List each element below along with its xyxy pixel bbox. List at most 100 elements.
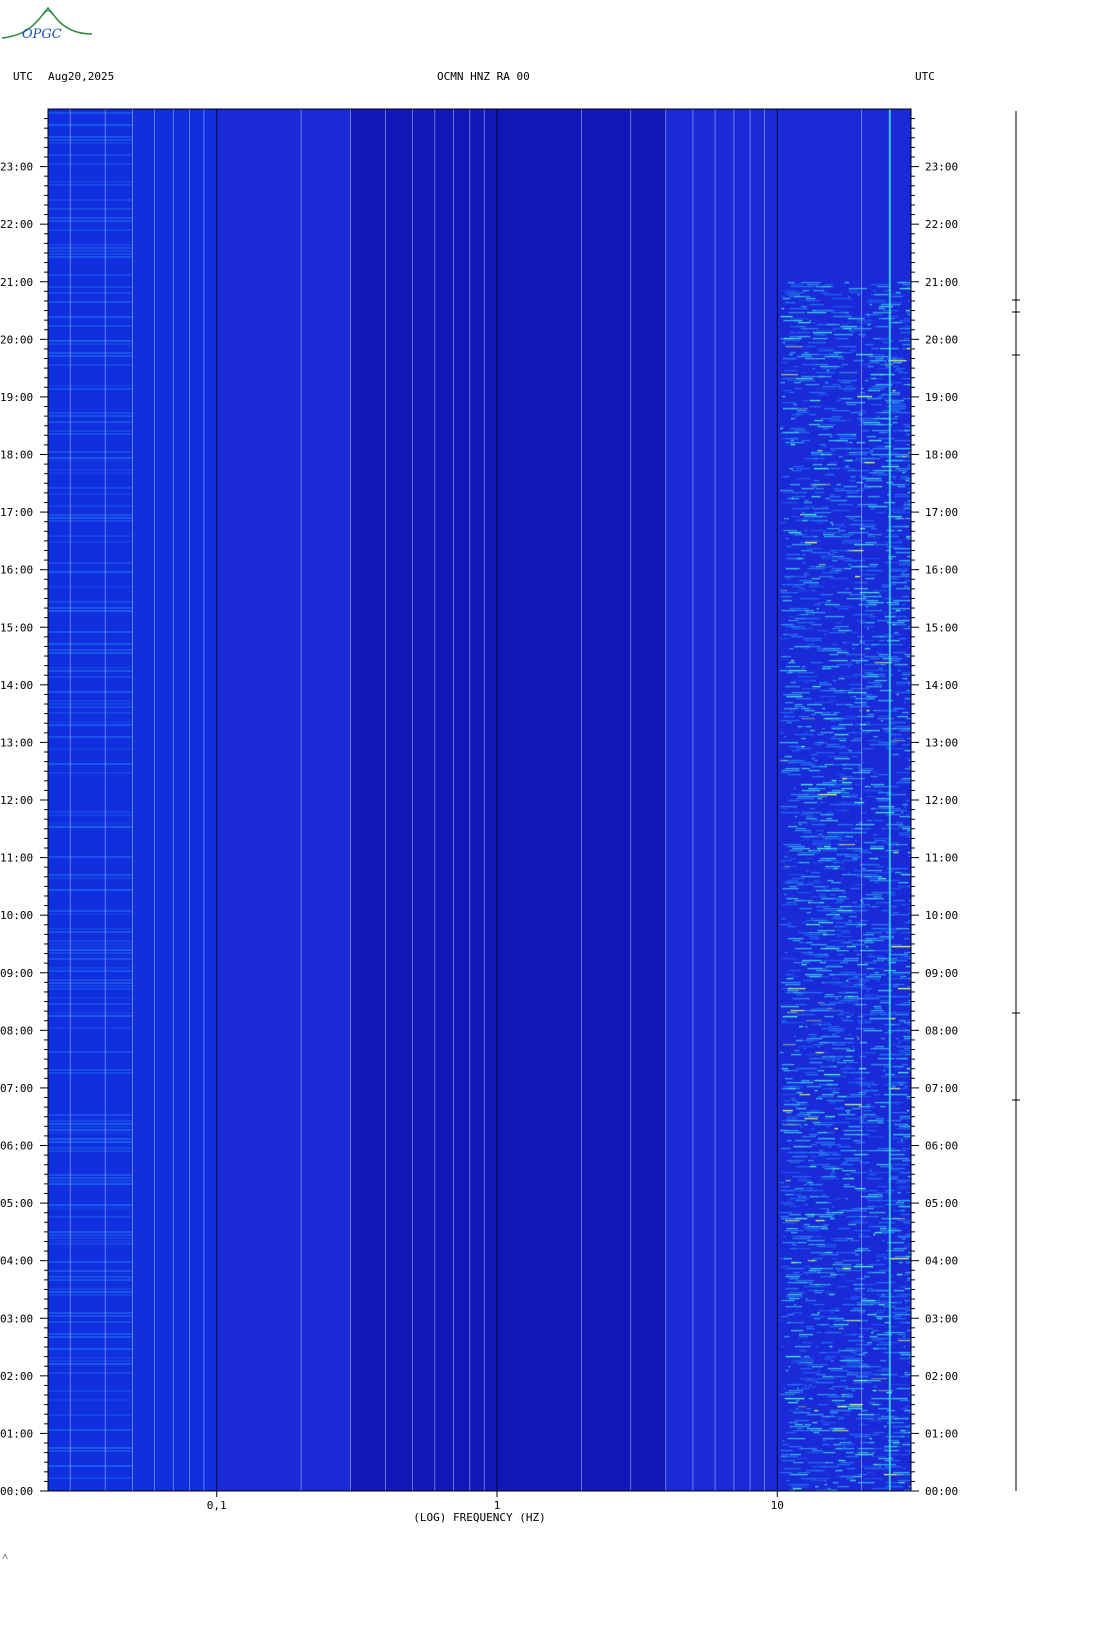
energy-speck	[865, 1417, 875, 1420]
energy-speck	[809, 679, 816, 682]
energy-speck	[838, 779, 846, 782]
energy-speck	[811, 713, 814, 716]
energy-speck	[822, 1035, 841, 1038]
energy-speck	[815, 329, 836, 332]
energy-speck	[867, 365, 874, 368]
energy-speck	[838, 549, 846, 552]
y-tick-label-left: 01:00	[0, 1427, 33, 1440]
energy-speck	[827, 1317, 844, 1320]
energy-speck	[874, 839, 887, 842]
energy-speck	[815, 487, 825, 490]
energy-speck	[869, 303, 873, 306]
energy-speck	[793, 991, 806, 994]
energy-speck	[796, 1091, 803, 1094]
y-tick-label-left: 00:00	[0, 1485, 33, 1498]
energy-speck	[866, 1271, 873, 1274]
texture-stripe	[48, 586, 133, 588]
energy-speck	[891, 607, 910, 610]
energy-speck	[845, 1393, 854, 1396]
energy-speck	[886, 357, 904, 360]
energy-speck	[858, 487, 872, 490]
energy-speck	[791, 635, 804, 638]
energy-speck	[820, 1253, 839, 1256]
texture-stripe	[48, 505, 133, 507]
energy-speck	[823, 531, 841, 534]
energy-speck	[803, 1101, 806, 1104]
texture-stripe	[48, 469, 133, 471]
energy-speck	[889, 1157, 909, 1160]
energy-speck	[781, 501, 798, 504]
y-tick-label-right: 02:00	[925, 1370, 958, 1383]
energy-speck	[899, 1125, 911, 1128]
energy-speck	[780, 731, 784, 734]
energy-speck	[829, 1409, 847, 1412]
energy-speck	[826, 1083, 838, 1086]
energy-speck	[792, 939, 801, 942]
energy-speck	[801, 281, 821, 284]
energy-speck	[880, 1013, 894, 1016]
energy-speck	[876, 1259, 881, 1262]
energy-speck	[794, 733, 814, 736]
energy-speck	[820, 859, 840, 862]
energy-speck	[821, 897, 838, 900]
energy-speck	[840, 971, 857, 974]
energy-speck	[828, 1025, 840, 1028]
energy-speck	[860, 1277, 866, 1280]
energy-speck	[902, 1473, 911, 1476]
energy-speck	[850, 1479, 856, 1482]
texture-stripe	[48, 1363, 133, 1365]
energy-speck	[874, 293, 889, 296]
energy-speck	[852, 1045, 855, 1048]
energy-speck	[863, 589, 868, 592]
energy-speck	[810, 519, 827, 522]
energy-speck	[834, 711, 838, 714]
texture-stripe	[48, 1336, 133, 1338]
energy-speck	[796, 851, 811, 854]
energy-speck	[813, 467, 830, 470]
energy-speck	[787, 1293, 803, 1296]
energy-speck	[856, 873, 859, 876]
energy-speck	[898, 1021, 908, 1024]
energy-speck	[782, 357, 797, 360]
energy-speck	[827, 1415, 835, 1418]
energy-speck	[897, 1185, 910, 1188]
energy-speck	[820, 857, 837, 860]
energy-speck	[794, 1303, 797, 1306]
energy-speck	[792, 1487, 802, 1490]
energy-speck	[873, 1233, 876, 1236]
energy-speck	[804, 1227, 820, 1230]
energy-speck	[781, 609, 796, 612]
energy-speck	[842, 323, 848, 326]
energy-speck	[902, 1467, 906, 1470]
energy-speck	[789, 1425, 810, 1428]
energy-speck	[835, 1403, 850, 1406]
energy-speck	[827, 467, 835, 470]
energy-speck	[788, 1011, 798, 1014]
energy-speck	[830, 1429, 835, 1432]
energy-speck	[869, 955, 884, 958]
energy-speck	[797, 1177, 808, 1180]
energy-speck	[849, 441, 853, 444]
y-tick-label-right: 09:00	[925, 967, 958, 980]
energy-speck	[864, 677, 867, 680]
energy-speck	[841, 363, 848, 366]
energy-speck	[781, 917, 786, 920]
energy-speck	[813, 1317, 821, 1320]
energy-speck	[809, 303, 824, 306]
texture-stripe	[48, 1183, 133, 1185]
spectral-line	[888, 109, 891, 1491]
energy-speck	[803, 1183, 808, 1186]
energy-speck	[817, 649, 824, 652]
energy-speck	[893, 851, 899, 854]
energy-speck	[838, 717, 855, 720]
energy-speck	[877, 415, 880, 418]
energy-speck	[888, 1087, 901, 1090]
energy-speck	[833, 983, 850, 986]
energy-speck	[826, 1125, 831, 1128]
energy-speck	[899, 1321, 911, 1324]
energy-speck	[893, 365, 900, 368]
energy-speck	[878, 337, 890, 340]
energy-speck	[890, 891, 895, 894]
energy-speck	[890, 1023, 896, 1026]
energy-speck	[854, 1379, 867, 1382]
